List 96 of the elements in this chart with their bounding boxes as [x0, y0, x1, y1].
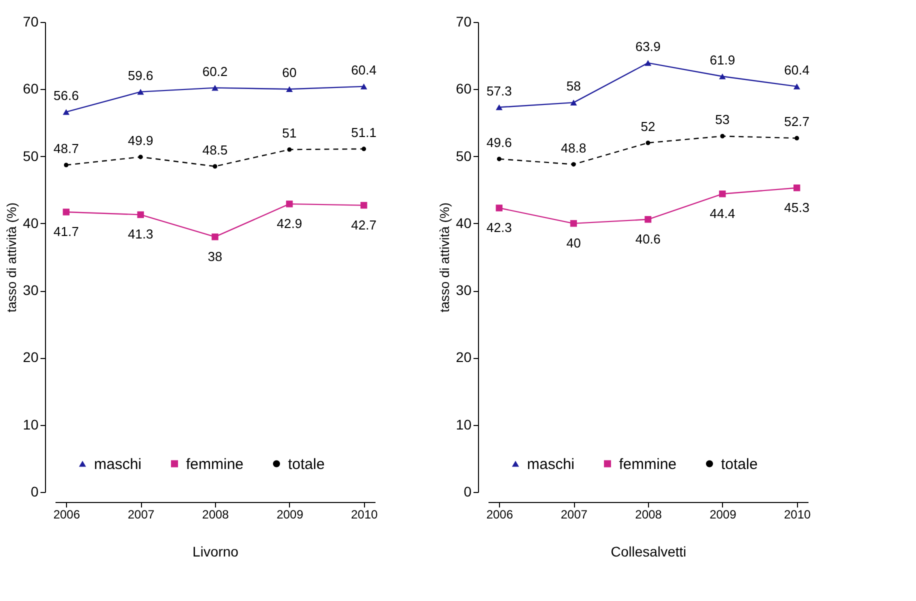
- point: [360, 84, 368, 90]
- y-axis-title: tasso di attività (%): [4, 202, 19, 312]
- x-tick-label: 2006: [486, 508, 514, 522]
- y-tick-label: 20: [22, 349, 39, 366]
- data-label: 38: [208, 248, 222, 264]
- x-tick-label: 2008: [635, 508, 662, 522]
- y-tick-label: 0: [30, 484, 39, 500]
- y-tick-label: 30: [456, 282, 472, 298]
- point: [719, 190, 726, 198]
- data-label: 40.6: [635, 231, 661, 246]
- point: [62, 208, 70, 216]
- point: [137, 211, 144, 218]
- y-tick-label: 70: [456, 14, 472, 30]
- y-tick-label: 20: [456, 349, 472, 366]
- point: [644, 60, 652, 66]
- data-label: 42.3: [486, 220, 512, 235]
- point: [360, 202, 368, 209]
- point: [362, 146, 366, 152]
- data-label: 52: [640, 118, 656, 134]
- x-tick-label: 2010: [784, 508, 812, 522]
- data-label: 40: [566, 235, 581, 250]
- y-tick-label: 60: [456, 80, 472, 97]
- x-tick-label: 2006: [53, 508, 80, 522]
- data-label: 49.9: [128, 132, 154, 148]
- y-tick-label: 70: [22, 14, 39, 30]
- data-label: 51: [282, 126, 297, 141]
- data-label: 48.5: [202, 142, 228, 158]
- data-label: 53: [715, 112, 730, 128]
- data-label: 60.2: [202, 64, 228, 79]
- data-label: 57.3: [486, 83, 512, 98]
- x-tick-label: 2009: [710, 508, 737, 522]
- y-tick-label: 40: [456, 214, 472, 231]
- x-axis-title: Livorno: [192, 544, 239, 560]
- y-tick-label: 10: [22, 416, 39, 432]
- point: [212, 234, 218, 240]
- point: [287, 147, 292, 152]
- legend-label: maschi: [527, 456, 575, 473]
- point: [212, 84, 218, 91]
- point: [64, 162, 68, 168]
- data-label: 63.9: [635, 38, 661, 54]
- y-tick-label: 50: [456, 148, 472, 164]
- data-label: 52.7: [784, 114, 810, 130]
- y-tick-label: 30: [22, 282, 39, 298]
- data-label: 60.4: [784, 62, 810, 78]
- x-tick-label: 2010: [350, 508, 378, 522]
- point: [286, 200, 293, 208]
- point: [138, 154, 143, 160]
- data-label: 41.3: [128, 226, 154, 242]
- y-tick-label: 40: [22, 214, 39, 231]
- data-label: 42.9: [276, 216, 302, 231]
- point: [646, 140, 650, 146]
- point: [793, 184, 800, 192]
- x-axis-title: Collesalvetti: [610, 544, 686, 560]
- data-label: 42.7: [351, 217, 376, 232]
- data-label: 58: [566, 78, 581, 94]
- data-label: 45.3: [784, 200, 810, 215]
- x-tick-label: 2009: [276, 508, 304, 522]
- point: [137, 88, 144, 95]
- data-label: 60.4: [351, 62, 376, 78]
- point: [644, 216, 652, 223]
- point: [794, 136, 800, 140]
- point: [720, 134, 725, 138]
- point: [571, 162, 576, 167]
- point: [719, 73, 726, 80]
- legend-label: totale: [721, 456, 758, 473]
- point: [496, 204, 503, 212]
- data-label: 60: [282, 65, 297, 80]
- legend-label: totale: [288, 456, 325, 473]
- y-tick-label: 50: [22, 148, 39, 164]
- data-label: 61.9: [710, 52, 736, 68]
- point: [496, 156, 502, 162]
- data-label: 44.4: [710, 206, 736, 221]
- data-label: 51.1: [351, 124, 376, 140]
- y-axis-title: tasso di attività (%): [436, 202, 452, 312]
- legend-label: femmine: [186, 456, 244, 473]
- legend-label: maschi: [94, 456, 142, 473]
- data-label: 59.6: [128, 68, 154, 83]
- point: [793, 84, 800, 90]
- y-tick-label: 60: [22, 80, 39, 97]
- data-label: 49.6: [486, 134, 512, 150]
- x-tick-label: 2008: [202, 508, 230, 522]
- data-label: 41.7: [54, 224, 79, 240]
- point: [212, 164, 218, 169]
- x-tick-label: 2007: [560, 508, 588, 522]
- legend-label: femmine: [619, 456, 677, 473]
- point: [570, 220, 577, 227]
- y-tick-label: 0: [464, 484, 472, 500]
- x-tick-label: 2007: [128, 508, 155, 522]
- point: [62, 109, 70, 115]
- point: [570, 100, 577, 106]
- data-label: 56.6: [54, 88, 79, 103]
- data-label: 48.7: [54, 141, 79, 156]
- data-label: 48.8: [560, 140, 586, 156]
- point: [286, 86, 293, 92]
- y-tick-label: 10: [456, 416, 472, 432]
- point: [496, 104, 503, 110]
